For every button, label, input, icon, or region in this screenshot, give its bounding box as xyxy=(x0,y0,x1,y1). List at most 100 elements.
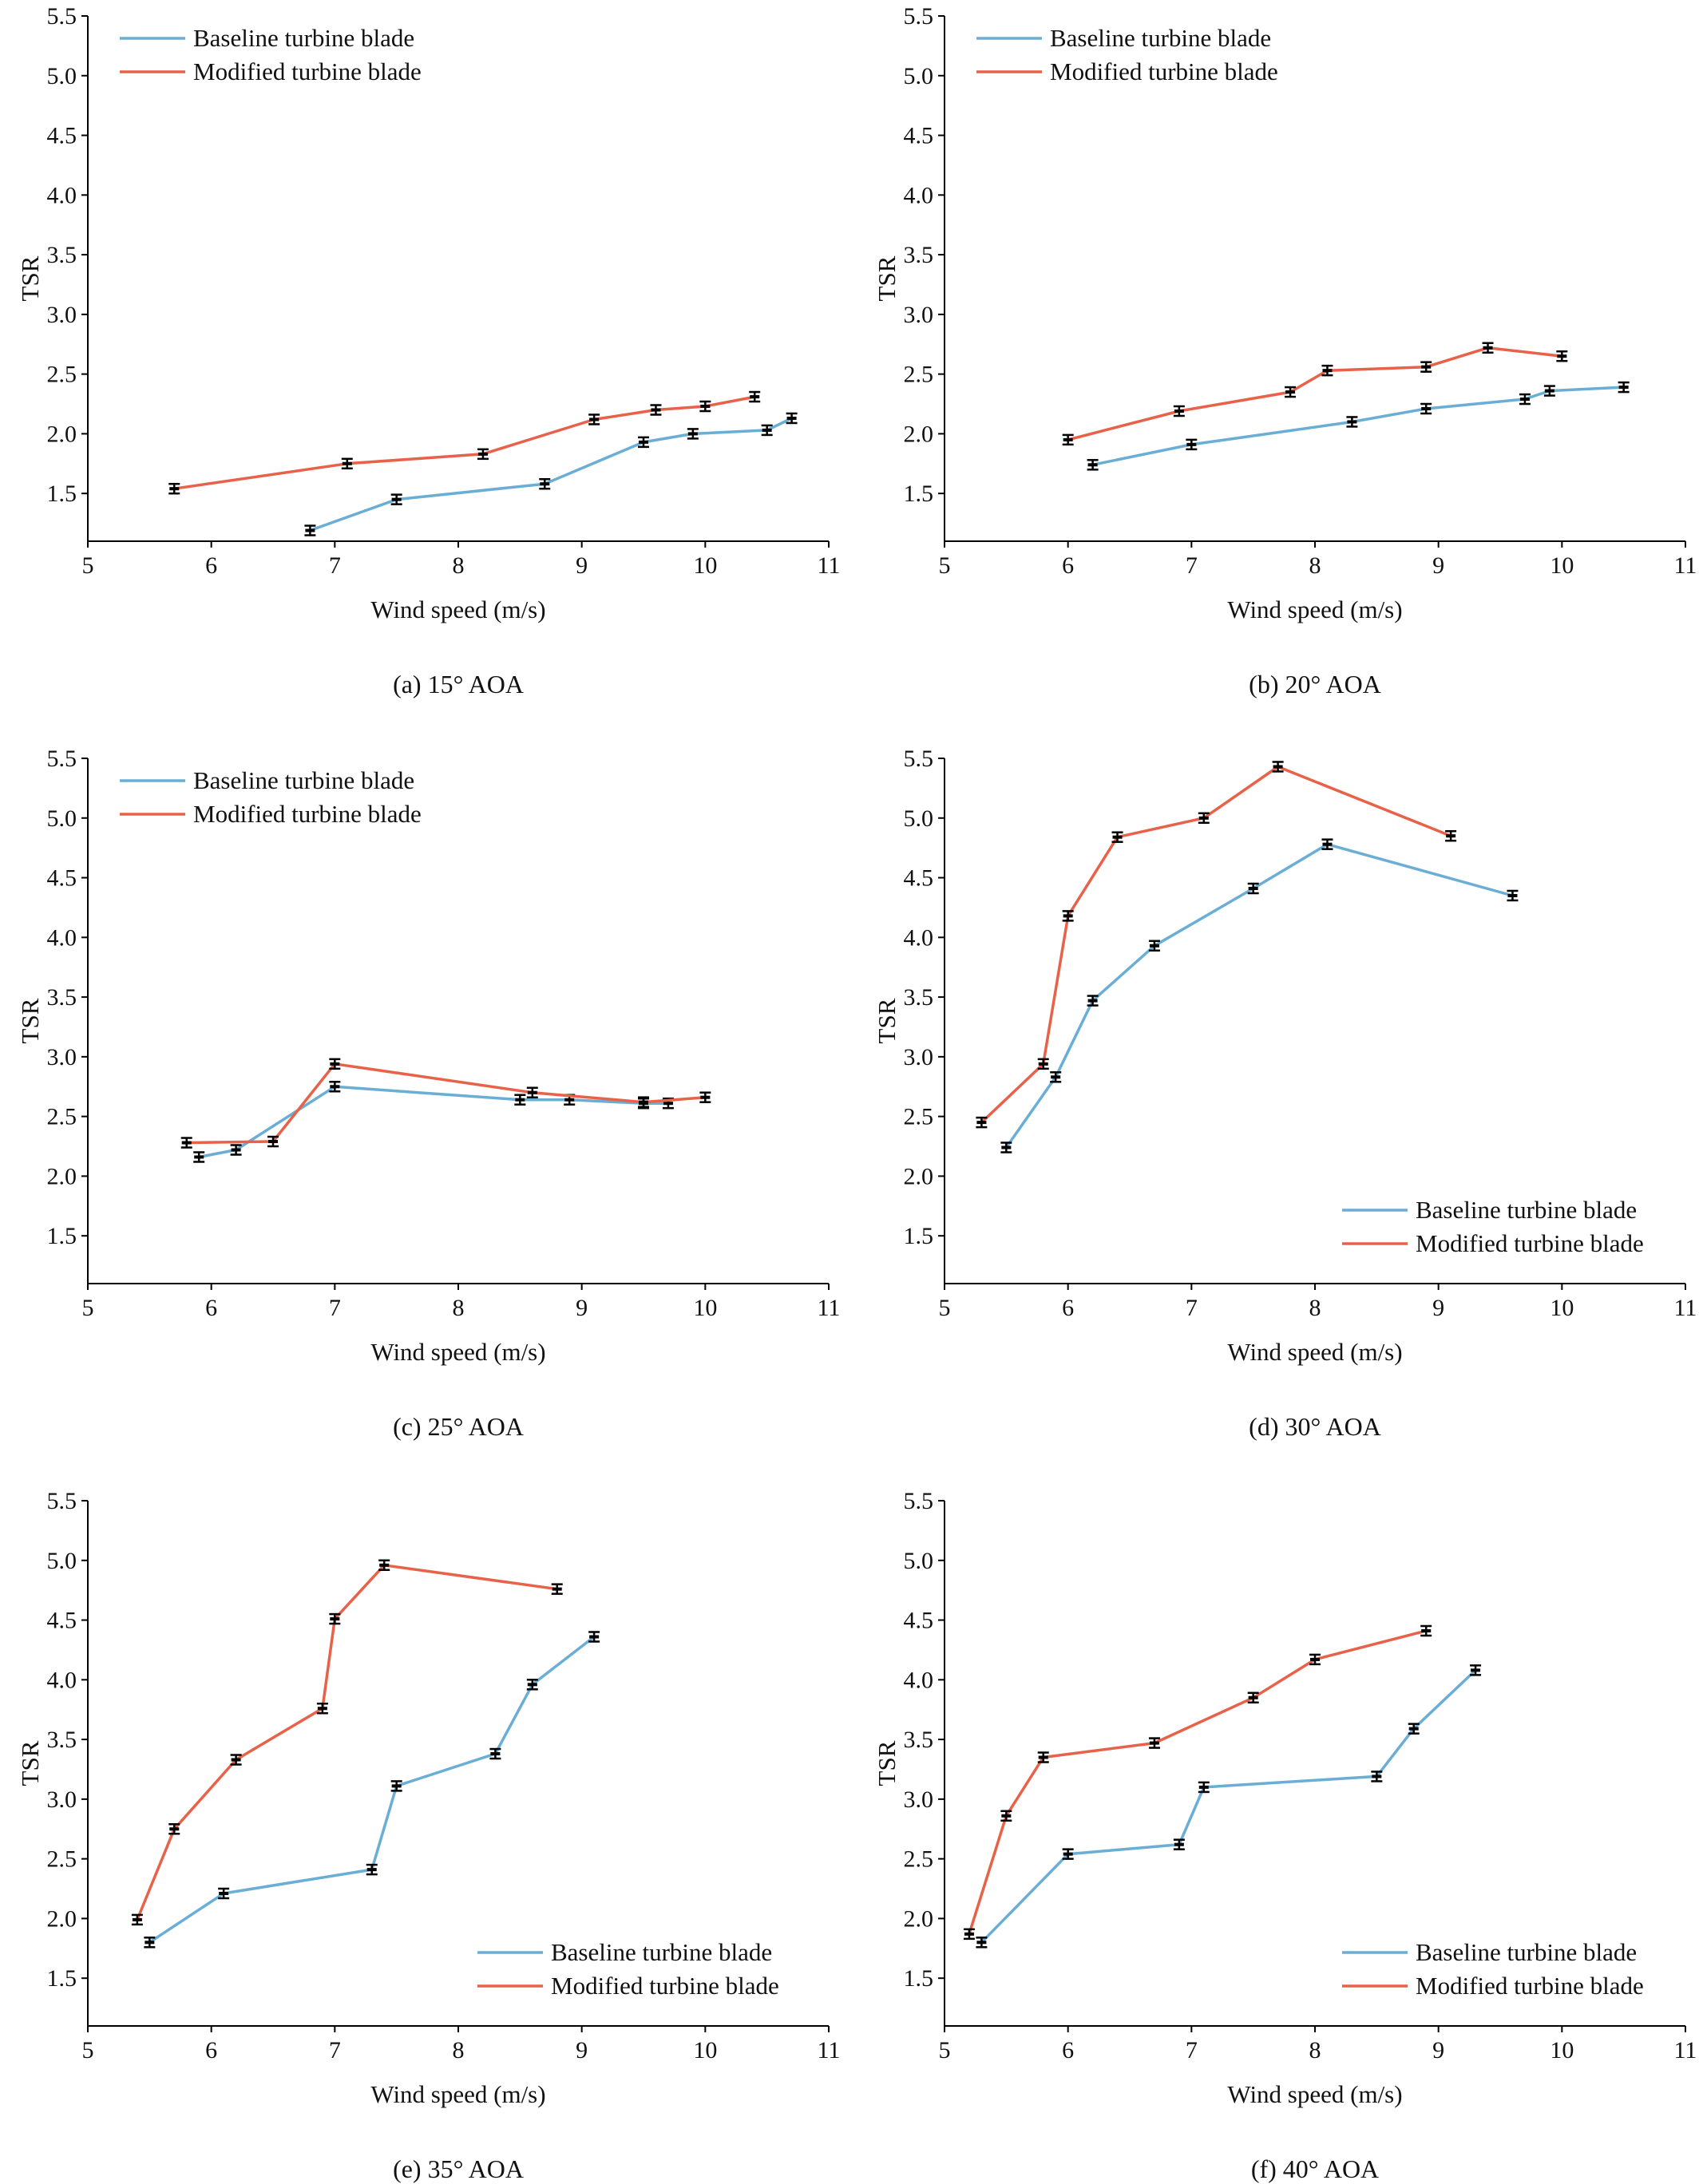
series-line-baseline xyxy=(1092,386,1624,467)
legend: Baseline turbine blade Modified turbine b… xyxy=(120,766,422,828)
x-tick-label: 11 xyxy=(818,552,841,579)
y-tick-label: 5.5 xyxy=(904,746,934,772)
data-point-baseline xyxy=(1346,416,1358,428)
x-tick-label: 9 xyxy=(576,1295,588,1321)
y-tick-label: 2.5 xyxy=(47,362,77,388)
y-tick-label: 3.0 xyxy=(47,302,77,328)
chart-panel-4: 1.5 2.0 2.5 3.0 3.5 4.0 4.5 5.0 5.5 5 6 7 8 9 10 11 Wind… xyxy=(873,746,1697,1441)
x-tick-label: 11 xyxy=(1674,552,1697,579)
data-point-baseline xyxy=(638,436,649,449)
chart-panel-5: 1.5 2.0 2.5 3.0 3.5 4.0 4.5 5.0 5.5 5 6 7 8 9 10 11 Wind… xyxy=(16,1488,840,2183)
legend-label-modified: Modified turbine blade xyxy=(193,57,422,85)
y-tick-label: 3.0 xyxy=(47,1786,77,1813)
y-tick-label: 2.5 xyxy=(904,362,934,388)
x-tick-label: 8 xyxy=(1309,552,1321,579)
y-tick-label: 4.5 xyxy=(904,865,934,892)
x-tick-label: 8 xyxy=(1309,2037,1321,2063)
data-point-modified xyxy=(230,1754,242,1766)
panel-caption: (c) 25° AOA xyxy=(393,1412,524,1441)
y-tick-label: 5.5 xyxy=(47,746,77,772)
x-tick-label: 11 xyxy=(1674,1295,1697,1321)
y-tick-label: 2.5 xyxy=(904,1846,934,1873)
data-point-baseline xyxy=(1087,459,1099,471)
data-point-modified xyxy=(1445,829,1457,842)
x-tick-label: 9 xyxy=(1432,552,1444,579)
y-tick-label: 5.0 xyxy=(904,805,934,832)
x-tick-label: 11 xyxy=(1674,2037,1697,2063)
legend-label-baseline: Baseline turbine blade xyxy=(1416,1938,1637,1966)
data-point-modified xyxy=(329,1058,341,1070)
y-tick-label: 4.5 xyxy=(904,1608,934,1634)
data-point-baseline xyxy=(786,412,798,425)
data-point-modified xyxy=(477,448,489,461)
chart-panel-1: 1.5 2.0 2.5 3.0 3.5 4.0 4.5 5.0 5.5 5 6 7 8 9 10 11 Wind… xyxy=(16,3,840,698)
y-tick-label: 5.0 xyxy=(904,63,934,89)
series-line-modified xyxy=(186,1062,706,1145)
panel-caption: (f) 40° AOA xyxy=(1251,2154,1379,2183)
data-point-baseline xyxy=(1321,838,1333,850)
x-tick-label: 6 xyxy=(1062,552,1074,579)
legend-label-baseline: Baseline turbine blade xyxy=(1416,1196,1637,1224)
series-line-baseline xyxy=(980,1669,1477,1944)
legend-label-baseline: Baseline turbine blade xyxy=(551,1938,772,1966)
x-tick-label: 11 xyxy=(818,2037,841,2063)
series-line-baseline xyxy=(149,1636,596,1944)
x-tick-label: 10 xyxy=(1550,552,1574,579)
y-tick-label: 2.0 xyxy=(47,1905,77,1932)
x-tick-label: 7 xyxy=(329,2037,341,2063)
chart-panel-2: 1.5 2.0 2.5 3.0 3.5 4.0 4.5 5.0 5.5 5 6 7 8 9 10 11 Wind… xyxy=(873,3,1697,698)
data-point-modified xyxy=(316,1702,328,1715)
y-tick-label: 4.5 xyxy=(47,865,77,892)
data-point-modified xyxy=(1420,1624,1432,1637)
y-tick-label: 2.0 xyxy=(47,1163,77,1189)
data-point-modified xyxy=(1062,910,1074,922)
y-axis-title: TSR xyxy=(873,1740,901,1786)
y-tick-label: 4.5 xyxy=(904,123,934,149)
legend-label-modified: Modified turbine blade xyxy=(193,800,422,828)
data-point-baseline xyxy=(539,477,551,490)
data-point-modified xyxy=(131,1913,143,1926)
x-tick-label: 5 xyxy=(82,552,94,579)
y-tick-label: 4.5 xyxy=(47,123,77,149)
y-tick-label: 4.0 xyxy=(904,182,934,208)
y-tick-label: 1.5 xyxy=(904,1965,934,1992)
data-point-baseline xyxy=(1050,1071,1062,1083)
data-point-modified xyxy=(1198,812,1210,825)
data-point-modified xyxy=(267,1135,279,1148)
data-point-baseline xyxy=(687,428,699,440)
data-point-modified xyxy=(1111,831,1123,843)
chart-panel-3: 1.5 2.0 2.5 3.0 3.5 4.0 4.5 5.0 5.5 5 6 7 8 9 10 11 Wind… xyxy=(16,746,840,1441)
data-point-baseline xyxy=(976,1937,988,1949)
y-tick-label: 5.0 xyxy=(47,805,77,832)
data-point-baseline xyxy=(1543,385,1555,397)
y-tick-label: 5.5 xyxy=(47,1488,77,1514)
data-point-modified xyxy=(749,390,761,403)
data-point-baseline xyxy=(230,1144,242,1156)
data-point-modified xyxy=(1037,1058,1049,1070)
data-point-modified xyxy=(1173,405,1185,417)
data-point-baseline xyxy=(1618,381,1630,394)
data-point-baseline xyxy=(144,1937,156,1949)
panel-caption: (b) 20° AOA xyxy=(1249,670,1381,698)
y-tick-label: 3.5 xyxy=(904,1727,934,1753)
data-point-modified xyxy=(588,413,600,425)
series-line-modified xyxy=(174,395,755,490)
data-point-modified xyxy=(699,1091,711,1103)
y-tick-label: 4.0 xyxy=(904,924,934,951)
data-point-modified xyxy=(526,1086,538,1098)
x-tick-label: 6 xyxy=(1062,2037,1074,2063)
data-point-baseline xyxy=(588,1631,600,1643)
data-point-baseline xyxy=(304,524,316,536)
x-tick-label: 8 xyxy=(453,552,465,579)
x-tick-label: 8 xyxy=(1309,1295,1321,1321)
x-tick-label: 5 xyxy=(939,1295,951,1321)
y-axis-title: TSR xyxy=(16,998,44,1043)
legend-label-modified: Modified turbine blade xyxy=(551,1972,779,2000)
data-point-baseline xyxy=(1062,1848,1074,1860)
data-point-baseline xyxy=(390,493,402,505)
data-point-modified xyxy=(1556,350,1568,362)
data-point-modified xyxy=(1482,342,1494,354)
x-tick-label: 7 xyxy=(1186,1295,1198,1321)
data-point-baseline xyxy=(489,1747,501,1760)
